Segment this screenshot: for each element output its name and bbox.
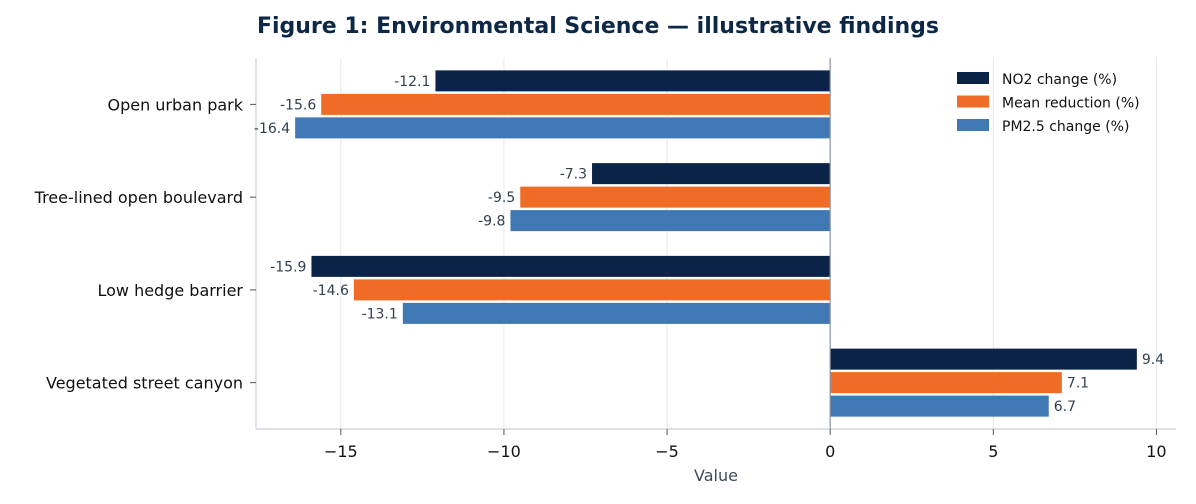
category-label: Open urban park <box>107 95 243 114</box>
category-label: Vegetated street canyon <box>46 374 243 393</box>
bar <box>435 70 831 92</box>
bar <box>520 186 831 208</box>
x-tick-label: 5 <box>988 442 998 461</box>
x-tick-label: −10 <box>487 442 521 461</box>
bar <box>321 93 831 115</box>
legend-label: NO2 change (%) <box>1002 72 1117 88</box>
x-tick-label: 0 <box>825 442 835 461</box>
bar <box>295 117 831 139</box>
data-label: -15.6 <box>280 97 316 113</box>
data-label: -12.1 <box>394 74 430 90</box>
data-label: -14.6 <box>313 283 349 299</box>
data-label: -9.5 <box>488 190 515 206</box>
legend-swatch <box>957 72 989 84</box>
bar <box>510 210 831 232</box>
data-label: -16.4 <box>254 121 290 137</box>
data-label: -7.3 <box>560 167 587 183</box>
x-tick-label: −5 <box>655 442 679 461</box>
data-label: -9.8 <box>478 214 505 230</box>
data-label: 6.7 <box>1054 399 1076 415</box>
category-label: Low hedge barrier <box>97 281 243 300</box>
data-label: -15.9 <box>270 259 306 275</box>
data-label: 7.1 <box>1067 376 1089 392</box>
bar <box>402 302 831 324</box>
bar <box>353 279 831 301</box>
x-tick-label: −15 <box>324 442 358 461</box>
bar <box>830 395 1049 417</box>
legend-swatch <box>957 119 989 131</box>
bar <box>311 255 831 277</box>
data-label: -13.1 <box>362 306 398 322</box>
bar <box>830 348 1137 370</box>
bar <box>592 163 831 185</box>
legend-label: PM2.5 change (%) <box>1002 119 1129 135</box>
legend-label: Mean reduction (%) <box>1002 96 1140 112</box>
chart-title: Figure 1: Environmental Science — illust… <box>256 14 940 39</box>
legend-swatch <box>957 95 989 108</box>
data-label: 9.4 <box>1142 352 1164 368</box>
category-label: Tree-lined open boulevard <box>34 188 243 207</box>
x-axis-title: Value <box>694 466 738 485</box>
x-tick-label: 10 <box>1146 442 1166 461</box>
bar <box>830 372 1062 394</box>
